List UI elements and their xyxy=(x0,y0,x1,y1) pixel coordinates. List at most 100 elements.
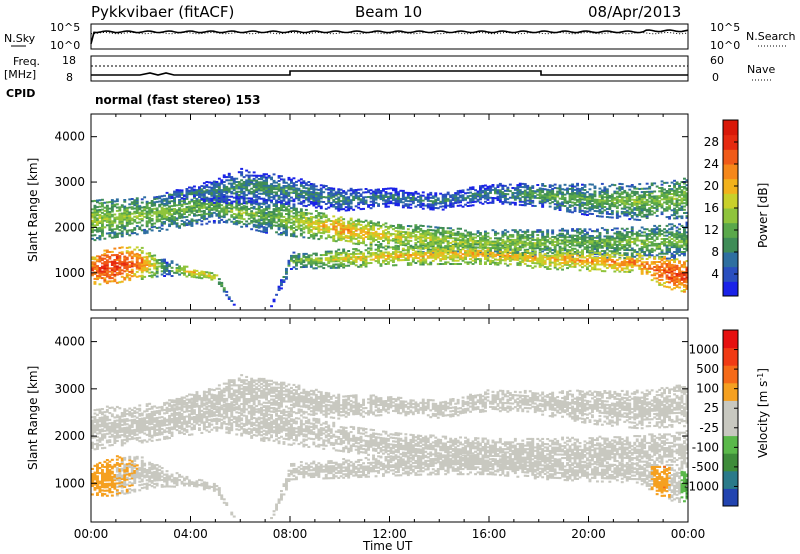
data-cell xyxy=(155,207,159,210)
data-cell xyxy=(133,202,137,205)
data-cell xyxy=(272,196,276,199)
data-cell xyxy=(257,174,261,177)
data-cell xyxy=(158,220,162,223)
data-cell xyxy=(486,246,490,249)
data-cell xyxy=(160,227,164,230)
data-cell xyxy=(317,205,321,208)
data-cell xyxy=(578,259,582,262)
data-cell xyxy=(314,264,318,266)
data-cell xyxy=(110,228,114,231)
data-cell xyxy=(307,187,311,190)
data-cell xyxy=(680,264,684,267)
data-cell xyxy=(96,276,99,279)
data-cell xyxy=(650,229,654,232)
data-cell xyxy=(302,185,306,188)
data-cell xyxy=(207,186,211,189)
data-cell xyxy=(302,252,306,255)
data-cell xyxy=(215,184,219,187)
data-cell xyxy=(183,201,186,204)
data-cell xyxy=(277,228,281,231)
data-cell xyxy=(101,198,104,201)
data-cell xyxy=(232,192,236,195)
data-cell xyxy=(357,236,361,239)
data-cell xyxy=(451,254,455,257)
data-cell xyxy=(292,217,296,220)
data-cell xyxy=(153,204,157,207)
data-cell xyxy=(441,254,445,257)
data-cell xyxy=(329,260,333,263)
data-cell xyxy=(581,241,584,244)
data-cell xyxy=(387,240,390,243)
data-cell xyxy=(533,247,537,250)
data-cell xyxy=(541,254,545,257)
data-cell xyxy=(222,185,226,188)
data-cell xyxy=(441,251,445,254)
data-cell xyxy=(660,229,664,232)
data-cell xyxy=(648,251,652,253)
data-cell xyxy=(628,269,632,272)
data-cell xyxy=(327,252,331,255)
data-cell xyxy=(165,204,169,207)
data-cell xyxy=(170,193,174,196)
data-cell xyxy=(260,181,263,184)
data-cell xyxy=(543,261,547,264)
data-cell xyxy=(295,187,298,190)
data-cell xyxy=(349,219,353,222)
data-cell xyxy=(653,257,657,260)
data-cell xyxy=(290,191,293,194)
data-cell xyxy=(170,266,174,269)
data-cell xyxy=(98,226,102,229)
data-cell xyxy=(302,228,306,231)
data-cell xyxy=(377,245,380,248)
data-cell xyxy=(640,261,644,264)
data-cell xyxy=(314,223,318,226)
data-cell xyxy=(362,254,365,257)
data-cell xyxy=(506,237,510,240)
data-cell xyxy=(329,220,333,222)
data-cell xyxy=(556,255,560,258)
data-cell xyxy=(406,228,410,231)
data-cell xyxy=(439,248,443,251)
data-cell xyxy=(287,211,291,214)
data-cell xyxy=(605,228,609,231)
data-cell xyxy=(108,212,112,215)
data-cell xyxy=(618,254,622,257)
data-cell xyxy=(449,235,453,238)
data-cell xyxy=(113,236,117,239)
data-cell xyxy=(101,211,104,214)
data-cell xyxy=(516,262,520,265)
data-cell xyxy=(277,213,281,216)
data-cell xyxy=(195,219,199,222)
data-cell xyxy=(501,247,505,250)
data-cell xyxy=(588,253,592,256)
data-cell xyxy=(397,245,400,248)
data-cell xyxy=(518,260,522,263)
data-cell xyxy=(125,211,129,214)
data-cell xyxy=(600,255,604,258)
data-cell xyxy=(593,243,597,246)
data-cell xyxy=(610,245,614,248)
data-cell xyxy=(461,259,465,262)
data-cell xyxy=(302,199,306,202)
data-cell xyxy=(663,282,666,285)
data-cell xyxy=(556,244,560,247)
data-cell xyxy=(307,219,311,221)
data-cell xyxy=(655,244,659,247)
data-cell xyxy=(198,218,201,221)
data-cell xyxy=(140,261,144,264)
data-cell xyxy=(474,249,477,252)
data-cell xyxy=(309,202,313,205)
data-cell xyxy=(665,274,669,277)
data-cell xyxy=(188,274,191,276)
data-cell xyxy=(414,235,418,238)
data-cell xyxy=(439,226,443,229)
data-cell xyxy=(120,219,124,221)
data-cell xyxy=(344,264,348,267)
data-cell xyxy=(503,256,507,259)
data-cell xyxy=(411,232,415,235)
data-cell xyxy=(518,240,522,243)
data-cell xyxy=(319,187,323,190)
data-cell xyxy=(287,185,291,188)
data-cell xyxy=(367,233,370,236)
data-cell xyxy=(553,263,557,266)
